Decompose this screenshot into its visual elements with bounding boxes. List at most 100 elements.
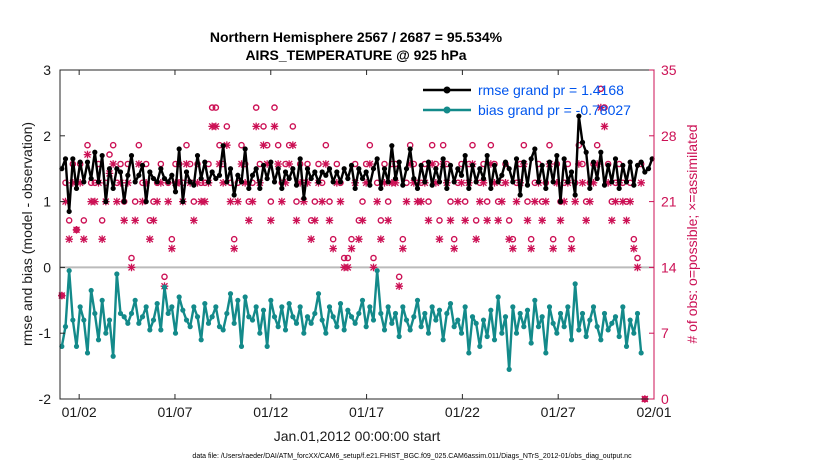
obs-assimilated-point [259,141,268,149]
obs-possible-point [634,254,641,262]
obs-possible-point [161,273,168,281]
obs-assimilated-point [190,216,198,225]
obs-assimilated-point [593,160,601,168]
obs-assimilated-point [622,216,631,225]
rmse-point [535,179,542,185]
bias-point [172,330,179,336]
bias-point [92,310,98,317]
rmse-point [213,175,219,182]
obs-possible-point [549,235,557,243]
rmse-point [260,162,267,169]
obs-assimilated-point [461,216,469,225]
obs-assimilated-point [417,197,425,206]
obs-possible-point [84,141,91,149]
rmse-point [466,185,472,192]
obs-assimilated-point [505,235,513,243]
bias-point [315,291,322,297]
x-tick-label: 01/02 [62,404,97,420]
legend: rmse grand pr = 1.4168 bias grand pr = -… [423,82,631,118]
obs-assimilated-point [450,244,458,253]
bias-point [396,333,402,340]
bias-point [62,324,69,330]
rmse-point [235,172,241,178]
rmse-point [554,152,560,159]
obs-possible-point [447,198,454,205]
obs-assimilated-point [333,179,341,187]
bias-point [323,330,329,336]
obs-assimilated-point [516,179,524,187]
rmse-point [517,192,523,198]
rmse-point [524,182,531,188]
bias-point [374,268,380,274]
obs-assimilated-point [542,197,550,206]
bias-point [631,330,637,336]
obs-assimilated-point [553,179,561,187]
bias-point [198,337,204,343]
bias-point [297,304,303,310]
bias-point [506,366,512,372]
obs-assimilated-point [369,263,378,272]
bias-point [202,300,208,307]
obs-assimilated-point [131,216,139,225]
bias-point [403,317,410,323]
rmse-point [568,169,575,175]
bias-point [447,300,454,307]
bias-point [484,333,490,340]
rmse-point [341,166,347,172]
bias-point [601,310,608,317]
bias-point [209,314,215,320]
obs-assimilated-point [120,216,128,225]
bias-point [546,304,553,310]
obs-assimilated-point [457,179,466,187]
bias-point [279,304,285,310]
bias-point [576,327,582,333]
y2-tick-label: 28 [661,128,677,144]
bias-point [466,350,472,356]
obs-assimilated-point [83,150,92,159]
obs-assimilated-point [454,197,462,206]
obs-assimilated-point [237,160,246,168]
rmse-point [84,159,91,165]
rmse-point [345,175,351,182]
obs-possible-point [370,254,377,262]
bias-point [257,330,263,336]
rmse-point [139,162,146,169]
obs-assimilated-point [80,235,88,243]
obs-possible-point [106,151,113,158]
x-axis-label: Jan.01,2012 00:00:00 start [274,428,441,444]
bias-point [136,320,142,326]
obs-assimilated-point [523,216,532,225]
rmse-point [114,166,120,172]
obs-assimilated-point [395,282,403,290]
rmse-point [242,146,248,152]
obs-possible-point [135,141,143,149]
obs-possible-point [395,273,403,281]
rmse-point [631,182,637,188]
obs-assimilated-point [432,179,440,187]
y-tick-label: -2 [39,391,52,407]
y-axis-label: rmse and bias (model - observation) [19,122,35,346]
rmse-point [623,179,630,185]
bias-point [477,343,483,349]
rmse-point [370,166,377,172]
rmse-point [576,113,582,119]
rmse-point [323,172,329,178]
rmse-point [561,156,567,162]
bias-point [293,320,300,326]
bias-point [499,330,505,336]
bias-point [330,314,336,320]
rmse-point [440,156,446,162]
rmse-point [458,172,465,178]
bias-point [227,291,234,297]
rmse-point [227,166,234,172]
bias-point [150,317,157,323]
rmse-point [312,169,318,175]
obs-assimilated-point [435,235,444,243]
obs-assimilated-point [248,197,257,206]
bias-point [84,350,91,356]
bias-point [158,327,164,333]
obs-assimilated-point [252,122,260,131]
rmse-point [238,179,245,185]
y-axis-left: -2 -1 0 1 2 3 [39,62,65,407]
rmse-point [92,149,98,155]
